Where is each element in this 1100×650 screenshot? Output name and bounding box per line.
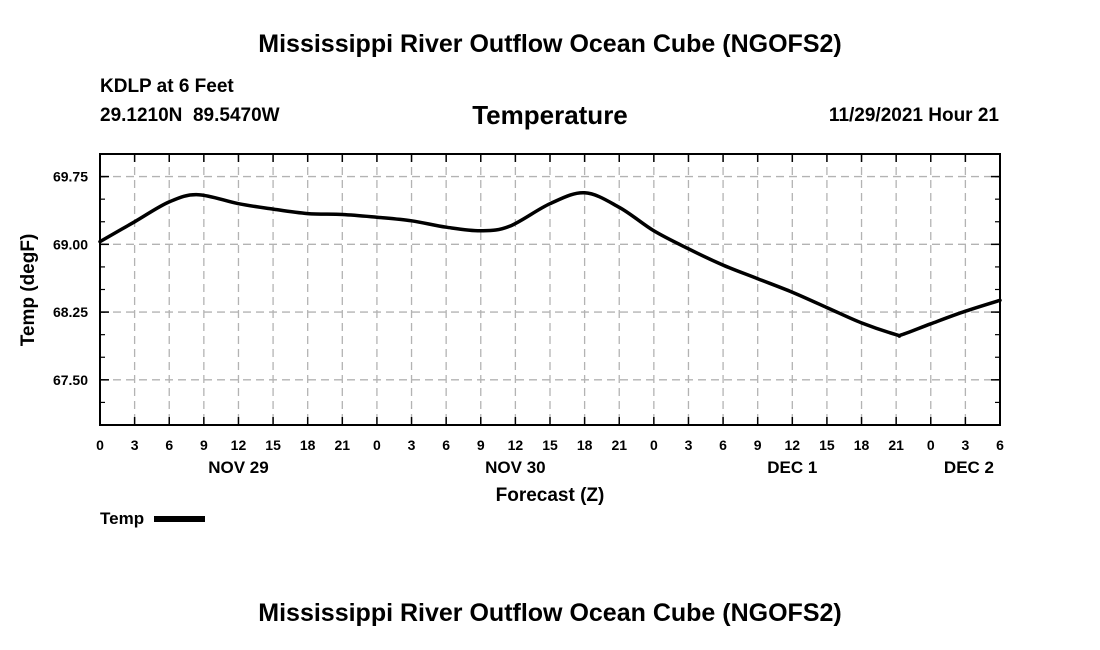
y-tick-label: 69.00	[53, 236, 88, 252]
x-tick-label: 6	[165, 437, 173, 453]
y-tick-label: 67.50	[53, 372, 88, 388]
x-tick-label: 18	[300, 437, 316, 453]
x-tick-label: 9	[200, 437, 208, 453]
x-tick-label: 3	[685, 437, 693, 453]
x-tick-label: 21	[611, 437, 627, 453]
x-tick-label: 3	[408, 437, 416, 453]
chart-title: Mississippi River Outflow Ocean Cube (NG…	[258, 30, 842, 58]
x-tick-label: 0	[373, 437, 381, 453]
x-tick-label: 0	[927, 437, 935, 453]
grid-lines	[100, 154, 1000, 425]
x-tick-label: 0	[650, 437, 658, 453]
y-tick-label: 68.25	[53, 304, 88, 320]
x-tick-label: 15	[265, 437, 281, 453]
series-line-temp	[98, 191, 1002, 338]
x-tick-label: 12	[231, 437, 247, 453]
x-tick-label: 6	[442, 437, 450, 453]
x-tick-label: 12	[785, 437, 801, 453]
day-label: NOV 29	[208, 458, 268, 477]
forecast-datetime: 11/29/2021 Hour 21	[828, 105, 999, 126]
x-tick-label: 15	[542, 437, 558, 453]
axis-labels: 0 3 6 9 12 15 18 21 0 3 6 9 12 15 18 21 0 3 6 9 12 15 18 21 0 3 6 6…	[53, 169, 1004, 477]
station-coordinates: 29.1210N 89.5470W	[100, 105, 280, 126]
legend-label: Temp	[100, 509, 145, 528]
day-label: DEC 2	[944, 458, 994, 477]
x-tick-label: 18	[577, 437, 593, 453]
x-tick-label: 3	[131, 437, 139, 453]
y-tick-label: 69.75	[53, 169, 88, 185]
x-tick-label: 21	[888, 437, 904, 453]
day-label: NOV 30	[485, 458, 545, 477]
x-tick-label: 3	[961, 437, 969, 453]
legend: Temp	[100, 509, 206, 529]
parameter-title: Temperature	[472, 100, 628, 130]
x-tick-label: 6	[719, 437, 727, 453]
y-axis-label: Temp (degF)	[18, 234, 39, 347]
x-tick-label: 9	[754, 437, 762, 453]
x-tick-label: 18	[854, 437, 870, 453]
x-tick-label: 12	[508, 437, 524, 453]
station-name: KDLP at 6 Feet	[100, 76, 234, 97]
day-label: DEC 1	[767, 458, 817, 477]
plot-frame	[99, 153, 1001, 426]
legend-swatch-temp	[154, 516, 206, 522]
footer-title: Mississippi River Outflow Ocean Cube (NG…	[258, 599, 842, 627]
x-tick-label: 15	[819, 437, 835, 453]
x-tick-label: 0	[96, 437, 104, 453]
x-axis-label: Forecast (Z)	[496, 485, 605, 506]
x-tick-label: 6	[996, 437, 1004, 453]
x-tick-label: 21	[335, 437, 351, 453]
x-tick-label: 9	[477, 437, 485, 453]
